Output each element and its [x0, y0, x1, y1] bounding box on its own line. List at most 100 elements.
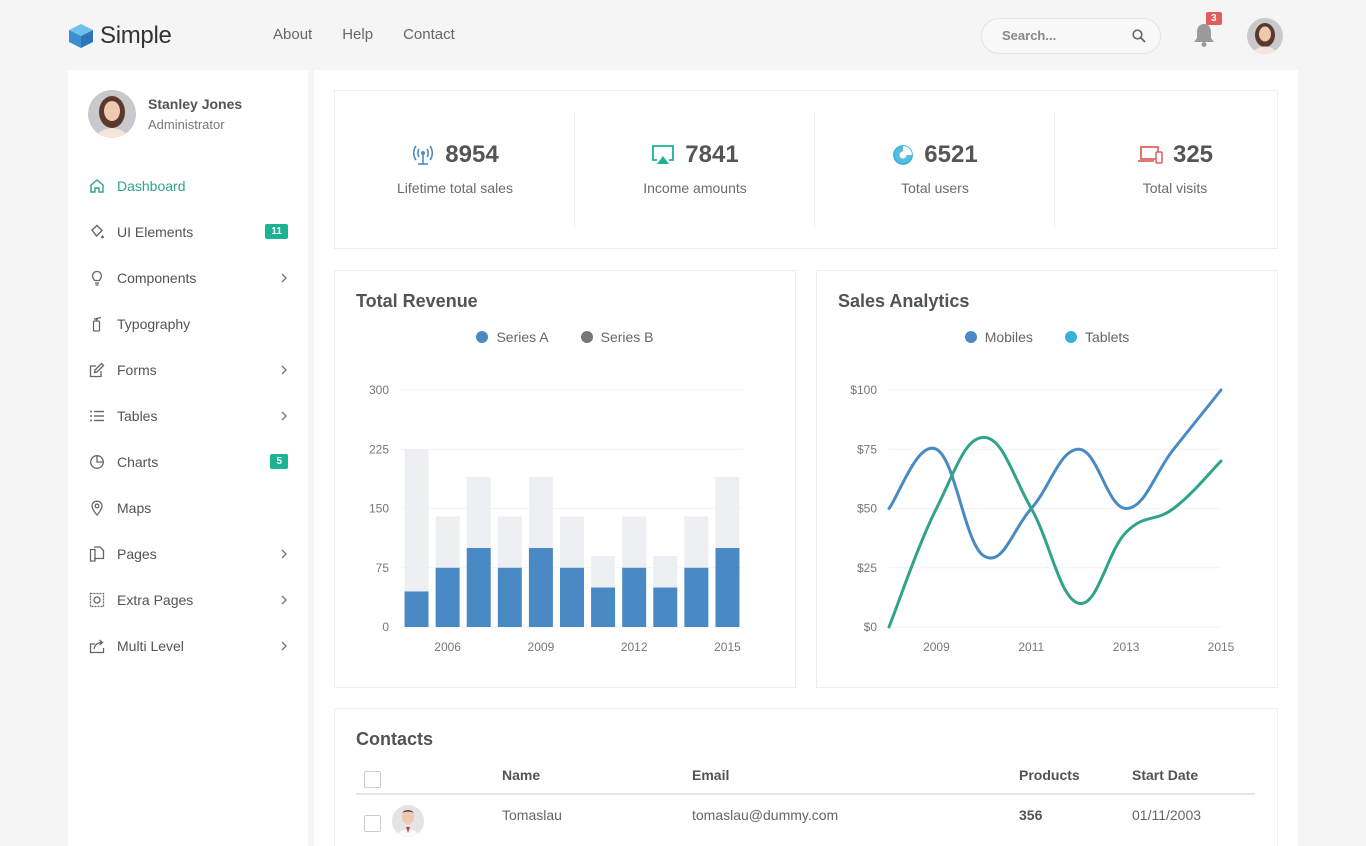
sidebar: Stanley Jones Administrator Dashboard UI… — [68, 70, 308, 846]
y-tick-label: 75 — [376, 561, 390, 575]
brand-logo[interactable]: Simple — [68, 22, 172, 50]
y-tick-label: $50 — [857, 502, 877, 516]
top-bar: Simple About Help Contact 3 — [0, 0, 1366, 70]
sidebar-item-label: Dashboard — [117, 178, 186, 194]
paint-bucket-icon — [91, 224, 104, 239]
bar-series-a — [528, 548, 553, 627]
sidebar-item-ui-elements[interactable]: UI Elements 11 — [68, 209, 308, 255]
legend-dot — [580, 331, 593, 343]
stat-value: 8954 — [445, 141, 499, 168]
column-header-email[interactable]: Email — [692, 767, 730, 783]
contacts-table-header: Name Email Products Start Date — [356, 767, 1255, 795]
sidebar-item-charts[interactable]: Charts 5 — [68, 439, 308, 485]
bar-series-b — [653, 555, 678, 588]
sidebar-item-label: Pages — [117, 546, 157, 562]
sidebar-item-components[interactable]: Components — [68, 255, 308, 301]
bar-series-a — [684, 567, 709, 627]
top-user-avatar[interactable] — [1247, 18, 1283, 54]
legend-label: Tablets — [1084, 329, 1130, 345]
stat-lifetime-sales: 8954 Lifetime total sales — [335, 91, 575, 248]
sidebar-user-avatar[interactable] — [88, 90, 136, 138]
sidebar-item-forms[interactable]: Forms — [68, 347, 308, 393]
x-tick-label: 2015 — [714, 640, 741, 654]
column-header-name[interactable]: Name — [502, 767, 541, 783]
bell-icon[interactable] — [1192, 22, 1216, 48]
sidebar-item-label: Forms — [117, 362, 157, 378]
table-row[interactable]: Tomaslau tomaslau@dummy.com 356 01/11/20… — [356, 797, 1255, 846]
notification-badge: 3 — [1206, 12, 1222, 25]
sidebar-item-multi-level[interactable]: Multi Level — [68, 623, 308, 669]
x-tick-label: 2011 — [1018, 640, 1044, 654]
bar-series-b — [466, 476, 491, 548]
y-tick-label: 0 — [382, 620, 389, 634]
sidebar-item-tables[interactable]: Tables — [68, 393, 308, 439]
search-icon[interactable] — [1132, 29, 1146, 43]
revenue-title: Total Revenue — [356, 291, 478, 311]
bar-series-b — [591, 555, 616, 588]
charts-count-badge: 5 — [270, 454, 288, 469]
bar-series-b — [497, 516, 522, 568]
series-line-tablets — [887, 435, 1223, 629]
contacts-card: Contacts Name Email Products Start Date … — [334, 708, 1278, 846]
row-checkbox[interactable] — [364, 815, 381, 832]
sidebar-user-name[interactable]: Stanley Jones — [148, 96, 243, 112]
stat-label: Lifetime total sales — [397, 180, 513, 196]
sidebar-item-extra-pages[interactable]: Extra Pages — [68, 577, 308, 623]
bar-series-a — [404, 591, 429, 627]
bar-series-a — [466, 548, 491, 627]
legend-series-a[interactable]: Series A — [476, 329, 549, 345]
bar-series-b — [715, 476, 740, 548]
column-header-start-date[interactable]: Start Date — [1132, 767, 1199, 783]
revenue-legend: Series A Series B — [335, 329, 795, 345]
legend-series-b[interactable]: Series B — [580, 329, 654, 345]
x-tick-label: 2015 — [1208, 640, 1235, 654]
contact-start-date: 01/11/2003 — [1132, 807, 1202, 823]
bar-series-a — [435, 567, 460, 627]
top-nav: About Help Contact — [273, 26, 455, 43]
ui-elements-count-badge: 11 — [265, 224, 288, 239]
legend-tablets[interactable]: Tablets — [1064, 329, 1130, 345]
contact-avatar — [392, 805, 424, 837]
sidebar-item-maps[interactable]: Maps — [68, 485, 308, 531]
revenue-card: Total Revenue Series A Series B 0 75 150 22… — [334, 270, 796, 688]
analytics-line-chart: $0 $25 $50 $75 $100 2009 2011 2013 2015 — [850, 383, 1235, 654]
bar-series-a — [622, 567, 647, 627]
sidebar-item-dashboard[interactable]: Dashboard — [68, 163, 308, 209]
pie-icon — [893, 145, 914, 165]
sidebar-item-label: Multi Level — [117, 638, 184, 654]
map-pin-icon — [91, 500, 103, 516]
y-tick-label: $0 — [864, 620, 878, 634]
sidebar-item-pages[interactable]: Pages — [68, 531, 308, 577]
stat-total-visits: 325 Total visits — [1055, 91, 1295, 248]
x-tick-label: 2012 — [621, 640, 648, 654]
bar-series-b — [560, 516, 584, 568]
legend-mobiles[interactable]: Mobiles — [964, 329, 1033, 345]
select-all-checkbox[interactable] — [364, 771, 381, 788]
x-tick-label: 2013 — [1113, 640, 1140, 654]
chevron-right-icon — [281, 641, 287, 651]
analytics-card: Sales Analytics Mobiles Tablets $0 $25 $50… — [816, 270, 1278, 688]
stats-panel: 8954 Lifetime total sales 7841 Income am… — [334, 90, 1278, 249]
nav-contact-link[interactable]: Contact — [403, 26, 455, 43]
column-header-products[interactable]: Products — [1019, 767, 1080, 783]
legend-label: Mobiles — [984, 329, 1033, 345]
sidebar-item-label: Charts — [117, 454, 159, 470]
search-input[interactable] — [1002, 28, 1122, 43]
analytics-legend: Mobiles Tablets — [817, 329, 1277, 345]
settings-square-icon — [89, 592, 105, 608]
bar-series-a — [715, 548, 740, 627]
nav-about-link[interactable]: About — [273, 26, 313, 43]
y-tick-label: $100 — [850, 383, 877, 397]
legend-label: Series B — [600, 329, 654, 345]
bar-series-a — [653, 587, 678, 627]
nav-help-link[interactable]: Help — [342, 26, 374, 43]
sidebar-user-role: Administrator — [148, 117, 225, 132]
contact-email[interactable]: tomaslau@dummy.com — [692, 807, 839, 823]
sidebar-item-label: Maps — [117, 500, 152, 516]
revenue-bar-chart: 0 75 150 225 300 2006 2009 2012 2015 — [369, 383, 743, 654]
search-box — [981, 18, 1161, 54]
brand-name: Simple — [100, 22, 172, 49]
sidebar-item-typography[interactable]: Typography — [68, 301, 308, 347]
edit-icon — [89, 362, 105, 378]
sidebar-item-label: UI Elements — [117, 224, 194, 240]
